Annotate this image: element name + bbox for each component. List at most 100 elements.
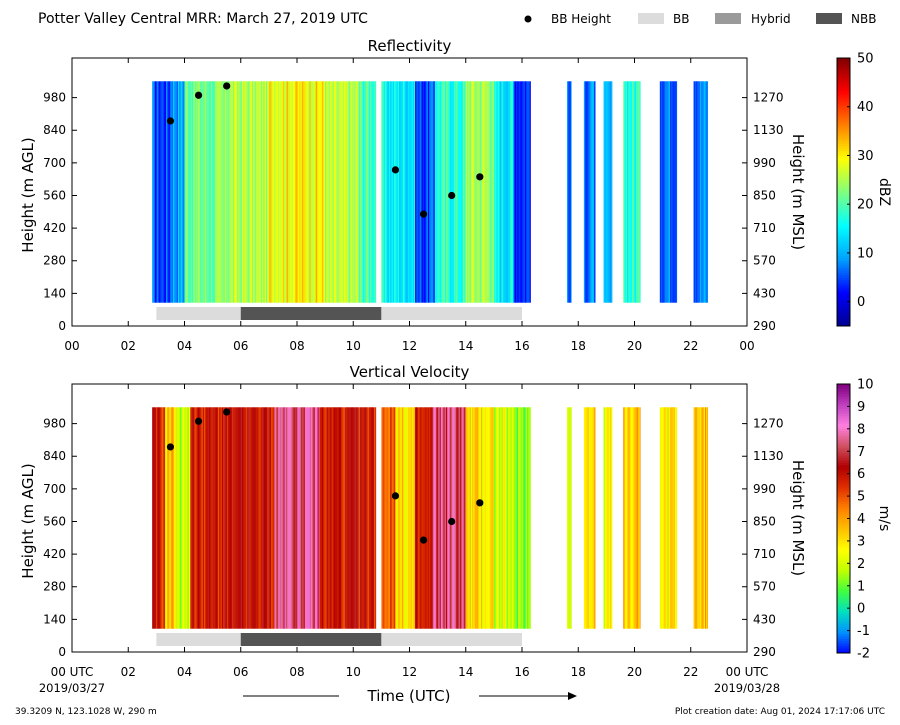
velocity-colorbar-segment-48 (837, 533, 850, 537)
velocity-colorbar-segment-106 (837, 391, 850, 395)
velocity-data-column-226 (438, 407, 440, 629)
velocity-colorbar-segment-59 (837, 506, 850, 510)
reflectivity-data-column-77 (246, 81, 249, 303)
reflectivity-data-column-239 (453, 81, 456, 303)
reflectivity-data-column-46 (208, 81, 211, 303)
velocity-data-column-147 (335, 407, 338, 629)
reflectivity-data-column-325 (627, 81, 629, 303)
velocity-y2-tick-label-0: 290 (753, 645, 776, 659)
reflectivity-data-column-256 (474, 81, 477, 303)
velocity-data-column-218 (429, 407, 431, 629)
velocity-data-column-123 (306, 407, 308, 629)
reflectivity-data-column-283 (507, 81, 510, 303)
velocity-data-column-153 (343, 407, 346, 629)
velocity-y-tick-label-7: 980 (43, 417, 66, 431)
velocity-y-axis-label: Height (m AGL) (19, 463, 37, 578)
reflectivity-colorbar-segment-92 (837, 99, 850, 103)
reflectivity-colorbar-segment-108 (837, 60, 850, 64)
reflectivity-data-column-292 (518, 81, 521, 303)
velocity-data-column-353 (698, 407, 701, 629)
reflectivity-data-column-161 (351, 81, 354, 303)
reflectivity-data-column-338 (662, 81, 665, 303)
velocity-data-column-86 (259, 407, 262, 629)
velocity-data-column-294 (521, 407, 524, 629)
velocity-data-column-142 (329, 407, 332, 629)
velocity-colorbar-segment-18 (837, 606, 850, 610)
velocity-data-column-207 (415, 407, 417, 629)
velocity-data-column-330 (634, 407, 637, 629)
reflectivity-colorbar-segment-2 (837, 318, 850, 322)
reflectivity-data-column-353 (697, 81, 700, 303)
reflectivity-data-column-136 (320, 81, 323, 303)
velocity-y2-tick-label-7: 1270 (753, 417, 784, 431)
reflectivity-colorbar-segment-101 (837, 77, 850, 81)
reflectivity-data-column-155 (344, 81, 346, 303)
reflectivity-data-column-328 (630, 81, 633, 303)
reflectivity-colorbar-segment-47 (837, 209, 850, 212)
velocity-data-column-40 (201, 407, 204, 629)
reflectivity-data-column-25 (183, 81, 185, 303)
reflectivity-colorbar-segment-0 (837, 323, 850, 327)
reflectivity-x-tick-label-0: 00 (64, 339, 79, 353)
velocity-data-column-164 (357, 407, 360, 629)
reflectivity-data-column-119 (299, 81, 301, 303)
velocity-data-column-186 (390, 407, 392, 629)
velocity-y2-tick-label-1: 430 (753, 612, 776, 626)
velocity-data-column-267 (489, 407, 492, 629)
velocity-data-column-350 (694, 407, 697, 629)
velocity-colorbar-segment-61 (837, 501, 850, 505)
velocity-data-column-303 (569, 407, 572, 629)
velocity-data-column-67 (235, 407, 238, 629)
legend-hybrid-swatch (715, 13, 741, 24)
velocity-colorbar-segment-98 (837, 410, 850, 414)
velocity-y-tick-label-4: 560 (43, 514, 66, 528)
velocity-data-column-114 (294, 407, 297, 629)
velocity-y-tick-label-0: 0 (58, 645, 66, 659)
reflectivity-data-column-191 (394, 81, 396, 303)
velocity-colorbar-segment-37 (837, 560, 850, 564)
reflectivity-data-column-162 (352, 81, 355, 303)
velocity-colorbar-segment-19 (837, 604, 850, 608)
reflectivity-colorbar-segment-27 (837, 257, 850, 261)
reflectivity-data-column-323 (624, 81, 627, 303)
velocity-data-column-13 (168, 407, 171, 629)
velocity-data-column-113 (293, 407, 296, 629)
reflectivity-colorbar-segment-57 (837, 184, 850, 188)
velocity-colorbar-segment-74 (837, 469, 850, 473)
velocity-data-column-179 (381, 407, 384, 629)
reflectivity-data-column-354 (698, 81, 701, 303)
velocity-data-column-80 (252, 407, 254, 629)
reflectivity-data-column-293 (519, 81, 522, 303)
reflectivity-data-column-272 (493, 81, 496, 303)
reflectivity-data-column-230 (442, 81, 445, 303)
reflectivity-data-column-253 (470, 81, 473, 303)
reflectivity-colorbar-segment-49 (837, 204, 850, 208)
velocity-data-column-280 (505, 407, 507, 629)
reflectivity-data-column-94 (268, 81, 270, 303)
reflectivity-data-column-341 (666, 81, 668, 303)
reflectivity-colorbar-segment-89 (837, 106, 850, 110)
velocity-data-column-22 (179, 407, 182, 629)
velocity-colorbar-segment-23 (837, 594, 850, 598)
velocity-data-column-272 (495, 407, 497, 629)
velocity-data-column-228 (440, 407, 443, 629)
velocity-data-column-161 (353, 407, 356, 629)
velocity-bb-height-point-0 (166, 443, 175, 451)
velocity-data-column-107 (285, 407, 288, 629)
reflectivity-data-column-125 (306, 81, 309, 303)
reflectivity-y-tick-label-2: 280 (43, 254, 66, 268)
reflectivity-data-column-62 (227, 81, 230, 303)
velocity-colorbar-segment-42 (837, 547, 850, 551)
reflectivity-data-column-173 (366, 81, 369, 303)
velocity-colorbar-segment-17 (837, 608, 850, 612)
velocity-data-column-197 (403, 407, 405, 629)
reflectivity-data-column-11 (166, 81, 168, 303)
reflectivity-data-column-303 (568, 81, 570, 303)
reflectivity-colorbar-segment-67 (837, 160, 850, 164)
reflectivity-data-column-98 (272, 81, 275, 303)
velocity-data-column-331 (635, 407, 638, 629)
end-date-label: 2019/03/28 (714, 681, 780, 695)
velocity-data-column-333 (638, 407, 641, 629)
reflectivity-data-column-67 (234, 81, 236, 303)
